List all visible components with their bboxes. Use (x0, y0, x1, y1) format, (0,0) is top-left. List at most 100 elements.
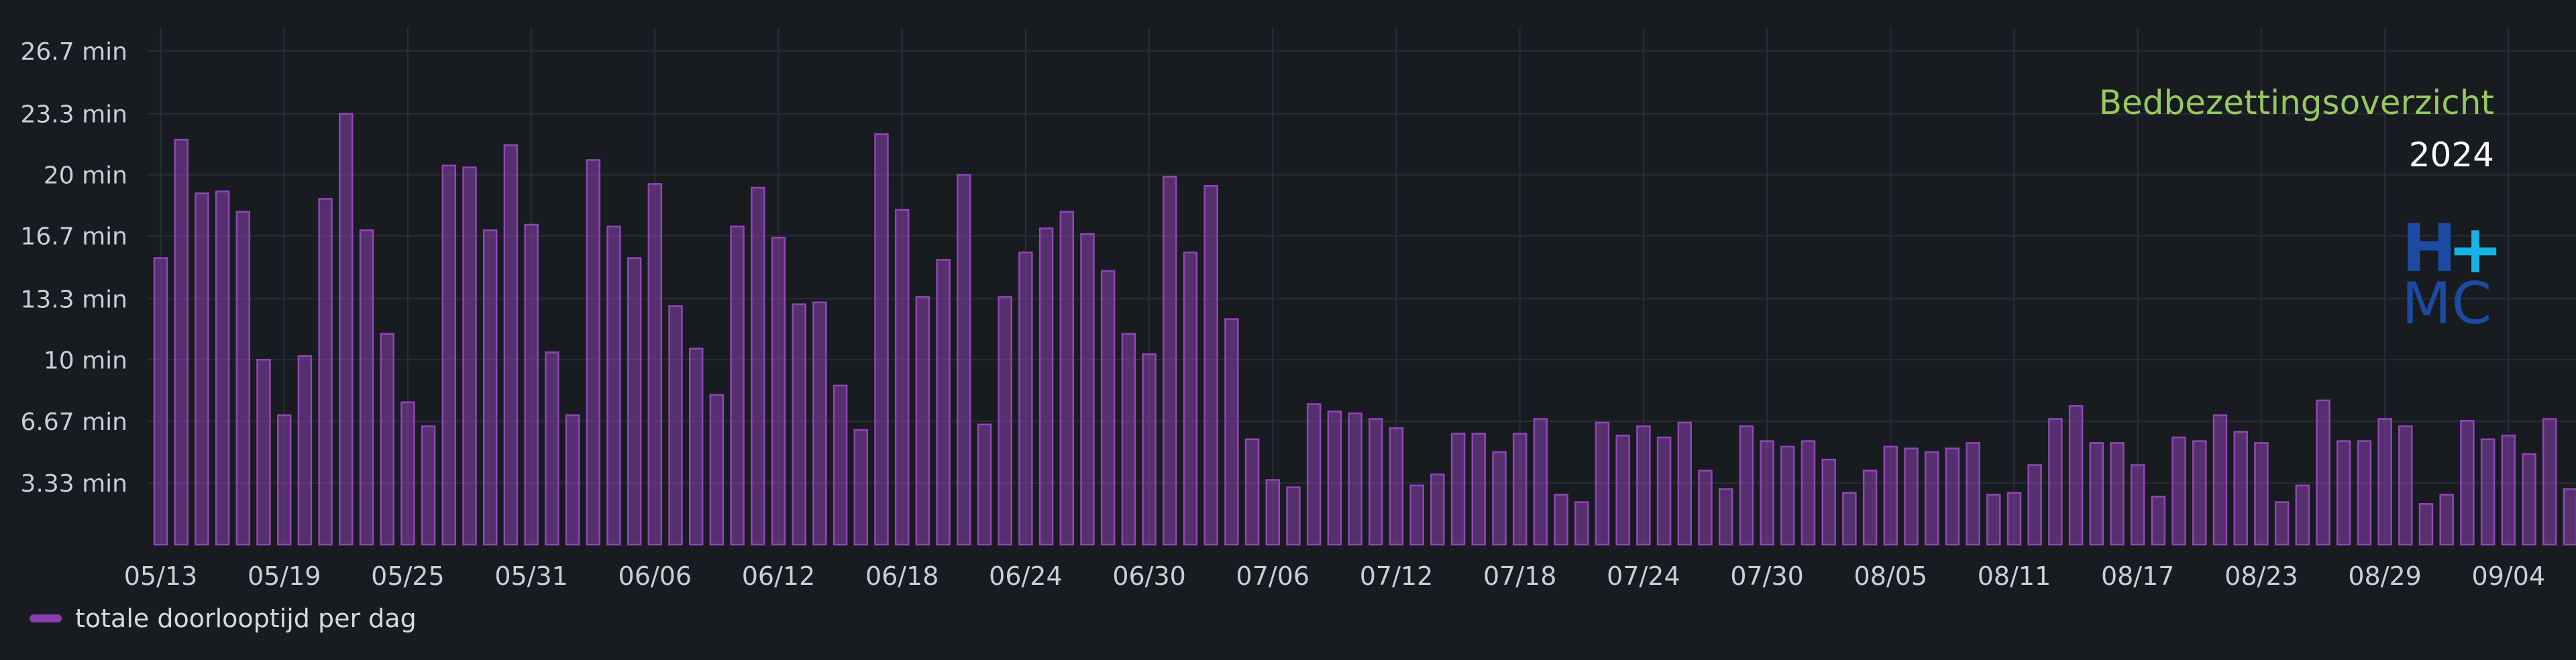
bar[interactable] (2439, 494, 2454, 546)
bar[interactable] (1100, 270, 1116, 546)
bar[interactable] (709, 394, 724, 546)
bar[interactable] (1265, 479, 1281, 546)
bar[interactable] (1718, 488, 1733, 546)
bar[interactable] (936, 259, 951, 546)
bar[interactable] (2254, 442, 2269, 546)
bar[interactable] (1244, 438, 1260, 546)
bar[interactable] (2048, 418, 2063, 546)
bar[interactable] (2377, 418, 2392, 546)
bar[interactable] (1636, 425, 1651, 546)
bar[interactable] (894, 209, 910, 546)
bar[interactable] (1142, 353, 1157, 546)
bar[interactable] (256, 359, 271, 546)
bar[interactable] (1368, 418, 1383, 546)
bar[interactable] (874, 133, 889, 546)
bar[interactable] (524, 223, 539, 546)
bar[interactable] (1986, 494, 2001, 546)
bar[interactable] (318, 198, 333, 546)
bar[interactable] (215, 190, 230, 546)
bar[interactable] (812, 301, 827, 546)
bar[interactable] (339, 113, 354, 546)
bar[interactable] (2110, 442, 2125, 546)
bar[interactable] (1203, 184, 1218, 546)
bar[interactable] (998, 296, 1012, 546)
bar[interactable] (1471, 433, 1487, 546)
bar[interactable] (1842, 492, 1857, 546)
bar[interactable] (2089, 442, 2104, 546)
bar[interactable] (2274, 501, 2290, 546)
bar[interactable] (1286, 486, 1301, 546)
bar[interactable] (1760, 440, 1774, 546)
bar[interactable] (2151, 496, 2166, 546)
bar[interactable] (1018, 252, 1033, 546)
bar[interactable] (174, 138, 189, 546)
bar[interactable] (1348, 412, 1362, 546)
bar[interactable] (1121, 333, 1136, 546)
bar[interactable] (1430, 473, 1445, 546)
bar[interactable] (400, 401, 415, 546)
bar[interactable] (1966, 442, 1980, 546)
bar[interactable] (153, 257, 168, 546)
bar[interactable] (2501, 435, 2516, 546)
bar[interactable] (545, 351, 559, 546)
bar[interactable] (2316, 399, 2330, 546)
bar[interactable] (482, 229, 498, 546)
bar[interactable] (1574, 501, 1589, 546)
bar[interactable] (2398, 425, 2413, 546)
bar[interactable] (1533, 418, 1548, 546)
bar[interactable] (957, 174, 971, 546)
bar[interactable] (2212, 414, 2228, 546)
bar[interactable] (1492, 451, 1507, 546)
bar[interactable] (1595, 421, 1610, 546)
bar[interactable] (359, 229, 374, 546)
bar[interactable] (380, 333, 394, 546)
bar[interactable] (1059, 211, 1075, 546)
bar[interactable] (730, 225, 745, 546)
bar[interactable] (1450, 433, 1466, 546)
bar[interactable] (1163, 176, 1177, 546)
bar[interactable] (2357, 440, 2372, 546)
bar[interactable] (833, 384, 848, 546)
bar[interactable] (627, 257, 642, 546)
bar[interactable] (1801, 440, 1816, 546)
bar[interactable] (276, 414, 292, 546)
bar[interactable] (668, 305, 683, 546)
bar[interactable] (2027, 464, 2042, 546)
bar[interactable] (647, 183, 663, 546)
bar[interactable] (1306, 403, 1322, 546)
bar[interactable] (1656, 436, 1672, 546)
bar[interactable] (2233, 431, 2248, 546)
bar[interactable] (2171, 436, 2186, 546)
bar[interactable] (2563, 488, 2576, 546)
bar[interactable] (2542, 418, 2557, 546)
bar[interactable] (421, 425, 436, 546)
bar[interactable] (1554, 494, 1568, 546)
bar[interactable] (1904, 447, 1919, 546)
bar[interactable] (2068, 404, 2084, 546)
bar[interactable] (1821, 458, 1836, 546)
bar[interactable] (1224, 318, 1239, 546)
bar[interactable] (1698, 470, 1713, 546)
bar[interactable] (1883, 445, 1898, 546)
bar[interactable] (2418, 503, 2434, 546)
bar[interactable] (297, 355, 313, 546)
bar[interactable] (1739, 425, 1754, 546)
legend[interactable]: totale doorlooptijd per dag (30, 601, 417, 636)
bar[interactable] (1512, 433, 1527, 546)
bar[interactable] (2480, 438, 2496, 546)
bar[interactable] (441, 164, 457, 546)
bar[interactable] (2192, 440, 2207, 546)
bar[interactable] (977, 423, 992, 546)
bar[interactable] (751, 186, 765, 546)
bar[interactable] (688, 347, 704, 546)
bar[interactable] (1327, 410, 1342, 546)
bar[interactable] (792, 303, 806, 546)
bar[interactable] (853, 429, 869, 546)
bar[interactable] (2336, 440, 2351, 546)
bar[interactable] (462, 166, 477, 546)
bar[interactable] (503, 144, 519, 546)
bar[interactable] (2522, 453, 2536, 546)
bar[interactable] (606, 225, 621, 546)
bar[interactable] (1080, 233, 1095, 546)
bar[interactable] (1038, 227, 1054, 546)
